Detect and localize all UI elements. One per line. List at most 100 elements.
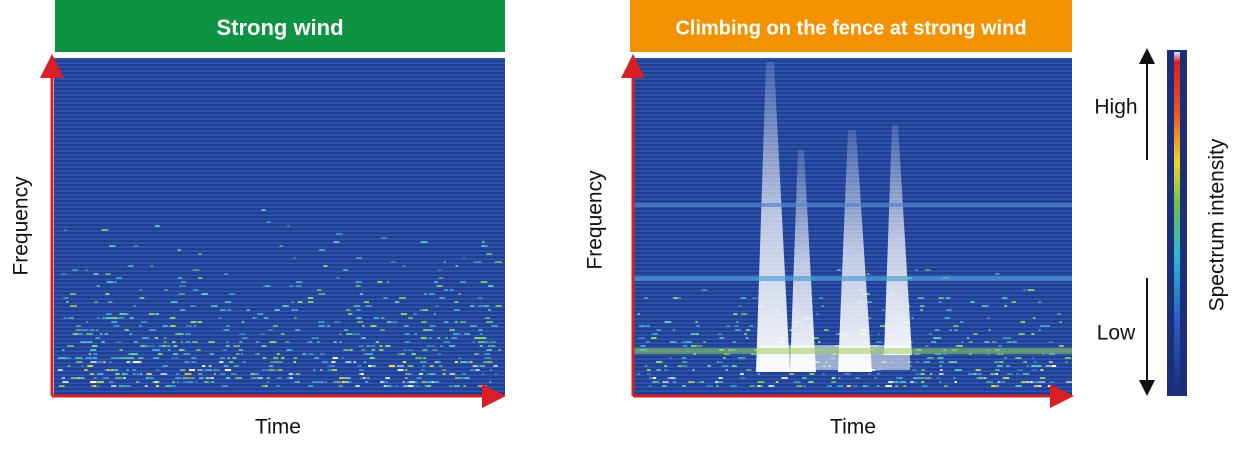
speckle [70, 293, 76, 295]
speckle [293, 257, 296, 259]
speckle [155, 337, 158, 339]
speckle [226, 325, 230, 327]
speckle [405, 373, 410, 375]
speckle [76, 361, 82, 363]
speckle [895, 385, 898, 387]
speckle [423, 329, 430, 331]
speckle [456, 265, 458, 267]
speckle [137, 373, 139, 375]
speckle [938, 297, 944, 299]
speckle [430, 365, 434, 367]
speckle [421, 337, 426, 339]
speckle [204, 369, 209, 371]
speckle [1022, 381, 1027, 383]
speckle [994, 361, 997, 363]
x-axis-label: Time [255, 416, 301, 439]
speckle [360, 293, 363, 295]
speckle [116, 277, 122, 279]
speckle [697, 333, 699, 335]
speckle [273, 369, 276, 371]
speckle [61, 377, 65, 379]
speckle [877, 385, 879, 387]
speckle [189, 325, 192, 327]
speckle [308, 385, 314, 387]
speckle [94, 353, 98, 355]
speckle [423, 357, 426, 359]
speckle [175, 377, 181, 379]
speckle [291, 309, 298, 311]
speckle [90, 329, 95, 331]
speckle [998, 381, 1000, 383]
speckle [641, 345, 646, 347]
speckle [239, 341, 242, 343]
speckle [928, 333, 932, 335]
speckle [452, 337, 458, 339]
speckle [277, 377, 282, 379]
speckle [356, 257, 362, 259]
speckle [87, 365, 93, 367]
speckle [935, 329, 940, 331]
speckle [170, 385, 176, 387]
speckle [405, 333, 410, 335]
speckle [167, 345, 171, 347]
speckle [1016, 373, 1020, 375]
speckle [682, 341, 687, 343]
speckle [449, 329, 455, 331]
speckle [334, 321, 341, 323]
speckle [282, 305, 289, 307]
speckle [387, 281, 389, 283]
speckle [183, 381, 187, 383]
speckle [474, 261, 477, 263]
speckle [92, 345, 98, 347]
speckle [214, 373, 216, 375]
color-bar-label: Spectrum intensity [1206, 138, 1229, 311]
speckle [1049, 381, 1054, 383]
speckle [359, 373, 361, 375]
speckle [96, 329, 99, 331]
speckle [273, 325, 278, 327]
speckle [197, 321, 202, 323]
speckle [439, 297, 445, 299]
speckle [480, 333, 482, 335]
speckle [1049, 361, 1053, 363]
speckle [100, 333, 103, 335]
speckle [837, 385, 843, 387]
speckle [63, 297, 68, 299]
speckle [357, 321, 363, 323]
speckle [355, 385, 359, 387]
speckle [64, 229, 67, 231]
speckle [328, 369, 332, 371]
speckle [403, 349, 407, 351]
speckle [474, 337, 480, 339]
speckle [647, 373, 652, 375]
speckle [470, 369, 475, 371]
speckle [334, 341, 337, 343]
speckle [682, 357, 687, 359]
speckle [183, 353, 190, 355]
speckle [385, 345, 390, 347]
speckle [1034, 361, 1037, 363]
speckle [140, 289, 143, 291]
speckle [231, 373, 237, 375]
speckle [758, 381, 765, 383]
speckle [683, 345, 687, 347]
speckle [308, 297, 313, 299]
speckle [261, 385, 268, 387]
speckle [57, 357, 63, 359]
speckle [876, 341, 882, 343]
speckle [357, 317, 362, 319]
speckle [449, 345, 455, 347]
speckle [116, 341, 122, 343]
speckle [226, 341, 229, 343]
speckle [293, 373, 295, 375]
speckle [140, 297, 145, 299]
speckle [84, 369, 87, 371]
speckle [988, 329, 991, 331]
speckle [353, 361, 356, 363]
speckle [449, 385, 453, 387]
speckle [96, 381, 100, 383]
speckle [344, 329, 348, 331]
speckle [319, 249, 325, 251]
speckle [77, 377, 80, 379]
speckle [383, 297, 387, 299]
